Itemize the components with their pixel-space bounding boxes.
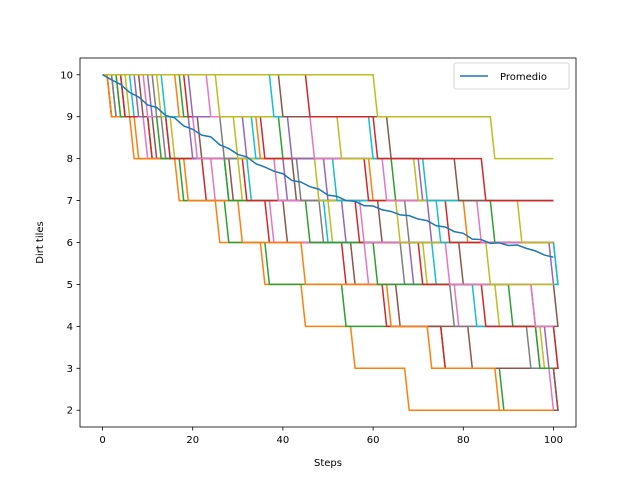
axis-ticks: 0 20 40 60 80 100 2 3 4 5 6 7 8 9 10 [60, 70, 563, 446]
x-tick-label: 20 [186, 435, 199, 446]
x-tick-label: 60 [367, 435, 380, 446]
y-tick-label: 4 [67, 322, 73, 333]
x-tick-label: 0 [99, 435, 105, 446]
x-tick-label: 40 [277, 435, 290, 446]
run-line-26 [102, 74, 554, 202]
y-tick-label: 5 [67, 280, 73, 291]
y-tick-label: 9 [67, 112, 73, 123]
run-line-17 [102, 74, 554, 286]
y-tick-label: 8 [67, 154, 73, 165]
x-tick-label: 80 [457, 435, 470, 446]
x-axis-label: Steps [314, 458, 342, 469]
x-tick-label: 100 [544, 435, 563, 446]
plot-area [102, 74, 559, 411]
y-tick-label: 10 [60, 70, 73, 81]
run-line-25 [102, 74, 554, 202]
series-line-promedio [102, 74, 554, 258]
legend: Promedio [453, 62, 570, 90]
legend-label-promedio: Promedio [500, 72, 547, 83]
y-axis-label: Dirt tiles [35, 221, 46, 264]
run-line-28 [102, 74, 554, 160]
y-tick-label: 6 [67, 238, 73, 249]
run-line-18 [102, 74, 559, 286]
run-line-22 [102, 74, 554, 202]
run-line-27 [102, 74, 554, 202]
y-tick-label: 2 [67, 406, 73, 417]
legend-box [453, 62, 570, 90]
y-tick-label: 7 [67, 196, 73, 207]
y-tick-label: 3 [67, 364, 73, 375]
